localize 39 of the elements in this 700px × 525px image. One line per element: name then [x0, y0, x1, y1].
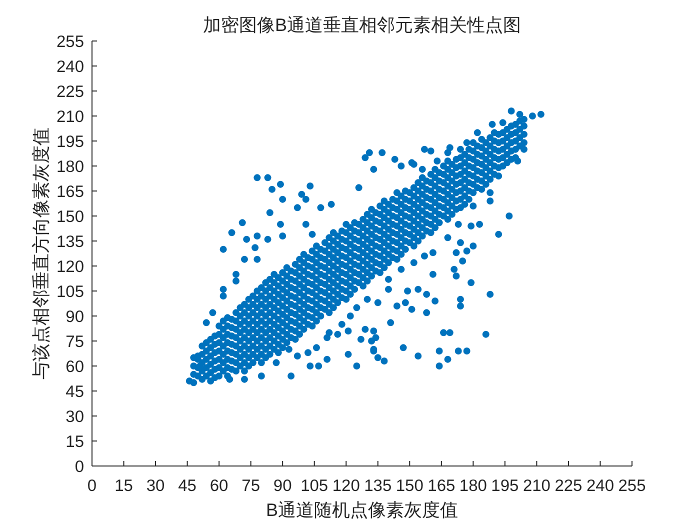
y-tick-label: 75: [66, 332, 84, 351]
y-tick-label: 150: [56, 208, 84, 226]
y-tick-label: 0: [74, 458, 84, 476]
y-tick-label: 225: [56, 82, 84, 101]
x-tick-label: 75: [242, 477, 260, 495]
x-tick-label: 15: [114, 477, 133, 495]
y-tick-label: 90: [66, 308, 84, 326]
y-tick-label: 45: [66, 382, 84, 401]
y-tick-label: 240: [56, 58, 84, 76]
x-axis-title: B通道随机点像素灰度值: [266, 500, 458, 520]
y-tick-label: 105: [56, 282, 84, 301]
x-tick-label: 165: [428, 477, 456, 495]
y-tick-label: 180: [56, 158, 84, 176]
x-tick-label: 30: [146, 477, 165, 495]
y-tick-label: 135: [56, 232, 84, 251]
y-tick-label: 165: [56, 182, 84, 201]
chart-title: 加密图像B通道垂直相邻元素相关性点图: [202, 15, 522, 35]
y-tick-label: 60: [66, 358, 84, 376]
y-tick-label: 120: [56, 258, 84, 276]
y-axis-title: 与该点相邻垂直方向像素灰度值: [31, 128, 51, 380]
x-tick-label: 120: [332, 477, 360, 495]
x-tick-label: 150: [396, 477, 424, 495]
x-tick-label: 60: [210, 477, 228, 495]
x-tick-label: 0: [87, 477, 97, 495]
x-tick-label: 210: [522, 477, 550, 495]
x-tick-label: 195: [491, 477, 519, 495]
x-tick-label: 90: [273, 477, 292, 495]
x-tick-label: 225: [554, 477, 582, 495]
y-tick-label: 210: [56, 108, 84, 126]
y-tick-label: 15: [66, 432, 84, 451]
x-tick-label: 240: [586, 477, 614, 495]
y-tick-label: 195: [56, 132, 84, 151]
y-tick-label: 255: [56, 32, 84, 51]
x-tick-label: 255: [618, 477, 646, 495]
x-tick-label: 180: [459, 477, 487, 495]
x-tick-label: 135: [364, 477, 392, 495]
y-tick-label: 30: [66, 408, 84, 426]
x-tick-label: 105: [300, 477, 328, 495]
x-tick-label: 45: [178, 477, 196, 495]
